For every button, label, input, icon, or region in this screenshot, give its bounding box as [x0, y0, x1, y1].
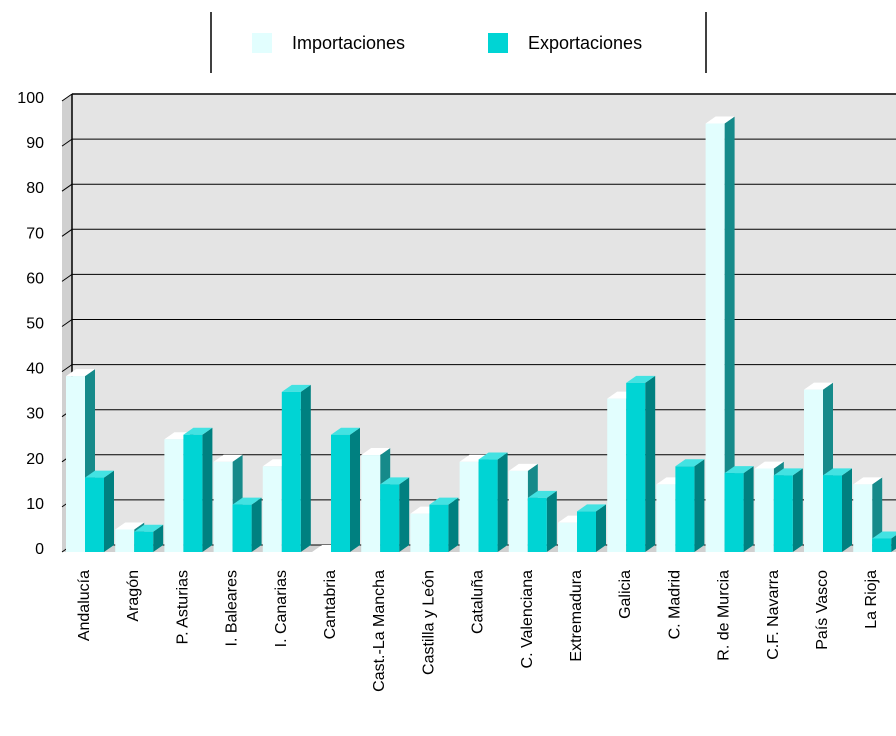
gridline-depth: [61, 319, 73, 327]
gridline-depth: [61, 273, 73, 282]
x-category-label: C. Valenciana: [519, 570, 536, 669]
legend: Importaciones Exportaciones: [210, 12, 707, 73]
x-category-label: Andalucía: [76, 570, 93, 641]
bar-exportaciones: [577, 504, 606, 552]
x-category-label: Cataluña: [470, 570, 487, 634]
y-tick-label: 60: [26, 270, 44, 287]
x-category-label: Galicia: [617, 570, 634, 619]
y-tick-label: 70: [26, 225, 44, 242]
legend-swatch-importaciones: [252, 33, 272, 53]
x-category-label: C.F. Navarra: [765, 570, 782, 660]
y-tick-label: 40: [26, 361, 44, 378]
y-tick-label: 100: [17, 90, 44, 107]
bar-exportaciones: [724, 466, 754, 552]
bar-exportaciones: [478, 452, 508, 552]
bar-exportaciones: [823, 468, 852, 552]
legend-label-exportaciones: Exportaciones: [528, 33, 642, 53]
x-category-label: P. Asturias: [174, 570, 191, 644]
bar-exportaciones: [331, 427, 360, 552]
bar-exportaciones: [626, 375, 656, 552]
bar-exportaciones: [281, 384, 311, 552]
bar-exportaciones: [232, 497, 262, 552]
gridline-depth: [61, 93, 73, 102]
y-axis-ticks: 0 10 20 30 40 50 60 70 80 90 100: [17, 90, 44, 558]
bar-exportaciones: [872, 531, 896, 552]
bar-exportaciones: [183, 427, 213, 552]
y-tick-label: 90: [26, 135, 44, 152]
legend-swatch-exportaciones: [488, 33, 508, 53]
bar-exportaciones: [773, 468, 803, 552]
x-axis-labels: Andalucía Aragón P. Asturias I. Baleares I. …: [76, 570, 880, 692]
bar-exportaciones: [429, 497, 459, 552]
x-category-label: Aragón: [125, 570, 142, 622]
x-category-label: La Rioja: [863, 570, 880, 629]
gridline-depth: [61, 138, 73, 147]
x-category-label: I. Canarias: [273, 570, 290, 647]
x-category-label: Extremadura: [568, 570, 585, 662]
bar-exportaciones: [85, 470, 114, 552]
bar-exportaciones: [527, 490, 557, 552]
x-category-label: Castilla y León: [420, 570, 437, 675]
gridline-depth: [61, 183, 73, 192]
x-category-label: R. de Murcia: [716, 570, 733, 661]
bar-importaciones: [705, 116, 735, 553]
bar-exportaciones: [675, 459, 705, 552]
x-category-label: I. Baleares: [224, 570, 241, 646]
x-category-label: Cantabria: [322, 570, 339, 639]
legend-label-importaciones: Importaciones: [292, 33, 405, 53]
y-tick-label: 80: [26, 180, 44, 197]
x-category-label: C. Madrid: [666, 570, 683, 639]
bars: [66, 116, 896, 553]
y-tick-label: 30: [26, 406, 44, 423]
y-tick-label: 50: [26, 316, 44, 333]
bar-exportaciones: [380, 477, 410, 552]
y-tick-label: 20: [26, 451, 44, 468]
gridline-depth: [61, 228, 73, 237]
x-category-label: Cast.-La Mancha: [371, 570, 388, 692]
gridline-depth: [61, 364, 73, 373]
x-category-label: País Vasco: [814, 570, 831, 650]
y-tick-label: 0: [35, 541, 44, 558]
y-tick-label: 10: [26, 496, 44, 513]
bar-exportaciones: [134, 524, 164, 552]
